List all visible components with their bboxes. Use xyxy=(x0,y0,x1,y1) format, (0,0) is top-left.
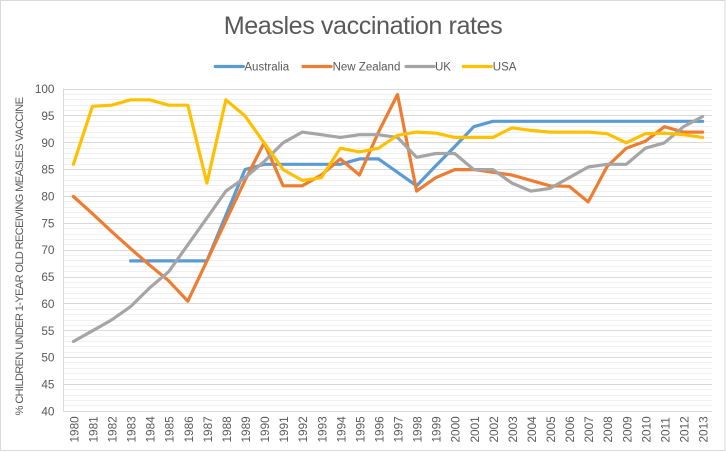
svg-text:Measles vaccination rates: Measles vaccination rates xyxy=(224,12,503,40)
svg-text:1983: 1983 xyxy=(125,416,139,443)
svg-text:85: 85 xyxy=(41,163,55,177)
svg-text:100: 100 xyxy=(35,82,55,96)
svg-text:2010: 2010 xyxy=(639,416,653,443)
svg-text:2008: 2008 xyxy=(601,416,615,443)
svg-text:1988: 1988 xyxy=(220,416,234,443)
svg-text:1994: 1994 xyxy=(334,416,348,443)
svg-text:2012: 2012 xyxy=(678,416,692,442)
svg-text:1987: 1987 xyxy=(201,416,215,442)
svg-text:1982: 1982 xyxy=(106,416,120,442)
svg-text:1984: 1984 xyxy=(144,416,158,443)
svg-text:1986: 1986 xyxy=(182,416,196,443)
svg-text:70: 70 xyxy=(41,243,55,257)
svg-text:2007: 2007 xyxy=(582,416,596,442)
svg-text:1991: 1991 xyxy=(277,416,291,442)
svg-text:1995: 1995 xyxy=(353,416,367,443)
svg-text:1989: 1989 xyxy=(239,416,253,442)
svg-text:2004: 2004 xyxy=(525,416,539,443)
svg-text:1992: 1992 xyxy=(296,416,310,442)
svg-text:% CHILDREN UNDER 1-YEAR OLD RE: % CHILDREN UNDER 1-YEAR OLD RECEIVING ME… xyxy=(14,97,26,415)
svg-text:Australia: Australia xyxy=(244,62,289,74)
svg-text:1997: 1997 xyxy=(392,416,406,442)
svg-text:2006: 2006 xyxy=(563,416,577,443)
svg-text:2013: 2013 xyxy=(697,416,711,443)
svg-text:1985: 1985 xyxy=(163,416,177,443)
svg-text:2011: 2011 xyxy=(658,417,672,442)
svg-text:45: 45 xyxy=(41,378,55,392)
svg-text:1996: 1996 xyxy=(373,416,387,443)
svg-text:2009: 2009 xyxy=(620,416,634,442)
svg-text:1980: 1980 xyxy=(67,416,81,443)
svg-text:1990: 1990 xyxy=(258,416,272,443)
svg-text:UK: UK xyxy=(435,62,451,74)
svg-text:40: 40 xyxy=(41,404,55,418)
svg-text:50: 50 xyxy=(41,351,55,365)
svg-text:2000: 2000 xyxy=(449,416,463,443)
svg-text:75: 75 xyxy=(41,216,55,230)
svg-text:2001: 2001 xyxy=(468,416,482,442)
svg-text:USA: USA xyxy=(493,62,517,74)
svg-text:1981: 1981 xyxy=(87,416,101,442)
svg-text:2002: 2002 xyxy=(487,416,501,442)
svg-text:New Zealand: New Zealand xyxy=(333,62,401,74)
svg-text:1999: 1999 xyxy=(430,416,444,442)
svg-text:55: 55 xyxy=(41,324,55,338)
svg-text:65: 65 xyxy=(41,270,55,284)
svg-text:2003: 2003 xyxy=(506,416,520,443)
svg-text:60: 60 xyxy=(41,297,55,311)
svg-text:1993: 1993 xyxy=(315,416,329,443)
svg-text:2005: 2005 xyxy=(544,416,558,443)
svg-text:1998: 1998 xyxy=(411,416,425,443)
svg-text:80: 80 xyxy=(41,190,55,204)
svg-text:95: 95 xyxy=(41,109,55,123)
svg-text:90: 90 xyxy=(41,136,55,150)
